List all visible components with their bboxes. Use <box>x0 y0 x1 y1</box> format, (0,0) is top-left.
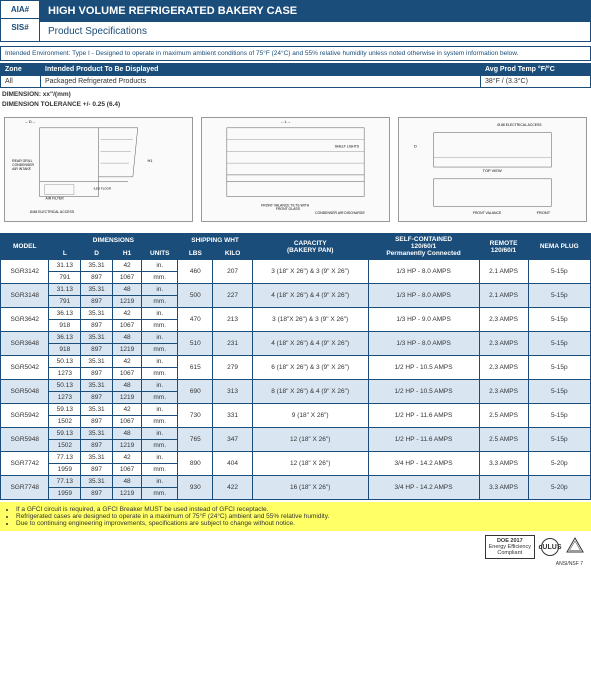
svg-text:ILED FLOOR: ILED FLOOR <box>94 186 111 190</box>
zone-header-zone: Zone <box>1 64 41 76</box>
label-column: AIA# SIS# <box>1 1 40 41</box>
svg-text:AIR INTAKE: AIR INTAKE <box>12 166 31 170</box>
model-cell: SGR7748 <box>1 476 49 500</box>
col-capacity: CAPACITY(BAKERY PAN) <box>252 234 368 260</box>
model-cell: SGR5948 <box>1 428 49 452</box>
intended-environment: Intended Environment: Type I - Designed … <box>0 46 591 61</box>
model-cell: SGR7742 <box>1 452 49 476</box>
svg-text:CONDENSER AIR DISCHARGE: CONDENSER AIR DISCHARGE <box>315 211 365 215</box>
footer-certifications: DOE 2017Energy EfficiencyCompliant cULUS <box>0 533 591 561</box>
header-box: AIA# SIS# HIGH VOLUME REFRIGERATED BAKER… <box>0 0 591 42</box>
page-title: HIGH VOLUME REFRIGERATED BAKERY CASE <box>40 1 590 21</box>
title-column: HIGH VOLUME REFRIGERATED BAKERY CASE Pro… <box>40 1 590 41</box>
note-item: Due to continuing engineering improvemen… <box>16 520 585 527</box>
svg-text:←D→: ←D→ <box>25 118 36 123</box>
model-cell: SGR5042 <box>1 356 49 380</box>
svg-text:FRONT: FRONT <box>537 210 551 215</box>
col-dimensions: DIMENSIONS <box>49 234 178 247</box>
col-nema: NEMA PLUG <box>528 234 590 260</box>
zone-cell: All <box>1 76 41 88</box>
dimension-text: DIMENSION: xx"/(mm) <box>2 91 591 98</box>
zone-table: Zone Intended Product To Be Displayed Av… <box>0 63 591 88</box>
technical-diagrams: REAR GRILL CONDENSER AIR INTAKE AIR FILT… <box>0 109 591 229</box>
col-self-contained: SELF-CONTAINED120/60/1Permanently Connec… <box>368 234 479 260</box>
col-h1: H1 <box>112 247 141 260</box>
ul-cert-icon: cULUS <box>541 538 559 556</box>
col-shipping: SHIPPING WHT <box>178 234 253 247</box>
svg-text:FRONT GLASS: FRONT GLASS <box>276 207 301 211</box>
aia-label: AIA# <box>1 1 39 19</box>
svg-text:Ø.88 ELECTRICAL ACCESS: Ø.88 ELECTRICAL ACCESS <box>497 122 542 126</box>
nsf-cert-icon <box>565 536 585 558</box>
svg-text:D: D <box>414 143 417 148</box>
svg-text:H1: H1 <box>148 158 153 163</box>
front-view-diagram: ←L→ SHELF LIGHTS FRONT VALANCE TILTS WIT… <box>201 117 390 222</box>
model-cell: SGR3148 <box>1 284 49 308</box>
svg-text:SHELF LIGHTS: SHELF LIGHTS <box>335 144 360 148</box>
zone-header-temp: Avg Prod Temp °F/°C <box>481 64 591 76</box>
col-units: UNITS <box>142 247 178 260</box>
note-item: Refrigerated cases are designed to opera… <box>16 513 585 520</box>
notes-section: If a GFCI circuit is required, a GFCI Br… <box>0 502 591 531</box>
svg-text:FRONT VALANCE: FRONT VALANCE <box>473 211 502 215</box>
col-remote: REMOTE120/60/1 <box>479 234 528 260</box>
col-d: D <box>81 247 113 260</box>
doe-cert: DOE 2017Energy EfficiencyCompliant <box>485 535 535 559</box>
sis-label: SIS# <box>1 19 39 36</box>
col-kilo: KILO <box>213 247 252 260</box>
col-lbs: LBS <box>178 247 213 260</box>
note-item: If a GFCI circuit is required, a GFCI Br… <box>16 506 585 513</box>
zone-cell: 38°F / (3.3°C) <box>481 76 591 88</box>
svg-text:←L→: ←L→ <box>281 118 291 123</box>
model-cell: SGR3142 <box>1 260 49 284</box>
model-cell: SGR5942 <box>1 404 49 428</box>
svg-text:Ø.88 ELECTRICAL ACCESS: Ø.88 ELECTRICAL ACCESS <box>30 210 75 214</box>
model-cell: SGR3648 <box>1 332 49 356</box>
page-subtitle: Product Specifications <box>40 21 590 41</box>
zone-header-product: Intended Product To Be Displayed <box>41 64 481 76</box>
col-l: L <box>49 247 81 260</box>
col-model: MODEL <box>1 234 49 260</box>
zone-cell: Packaged Refrigerated Products <box>41 76 481 88</box>
model-cell: SGR5048 <box>1 380 49 404</box>
ansi-label: ANSI/NSF 7 <box>0 561 591 567</box>
svg-text:AIR FILTER: AIR FILTER <box>46 196 65 200</box>
side-view-diagram: REAR GRILL CONDENSER AIR INTAKE AIR FILT… <box>4 117 193 222</box>
dimension-tolerance-text: DIMENSION TOLERANCE +/- 0.25 (6.4) <box>2 101 591 108</box>
top-view-diagram: Ø.88 ELECTRICAL ACCESS TOP VIEW FRONT VA… <box>398 117 587 222</box>
svg-text:TOP VIEW: TOP VIEW <box>483 167 502 172</box>
specifications-table: MODEL DIMENSIONS SHIPPING WHT CAPACITY(B… <box>0 233 591 500</box>
model-cell: SGR3642 <box>1 308 49 332</box>
